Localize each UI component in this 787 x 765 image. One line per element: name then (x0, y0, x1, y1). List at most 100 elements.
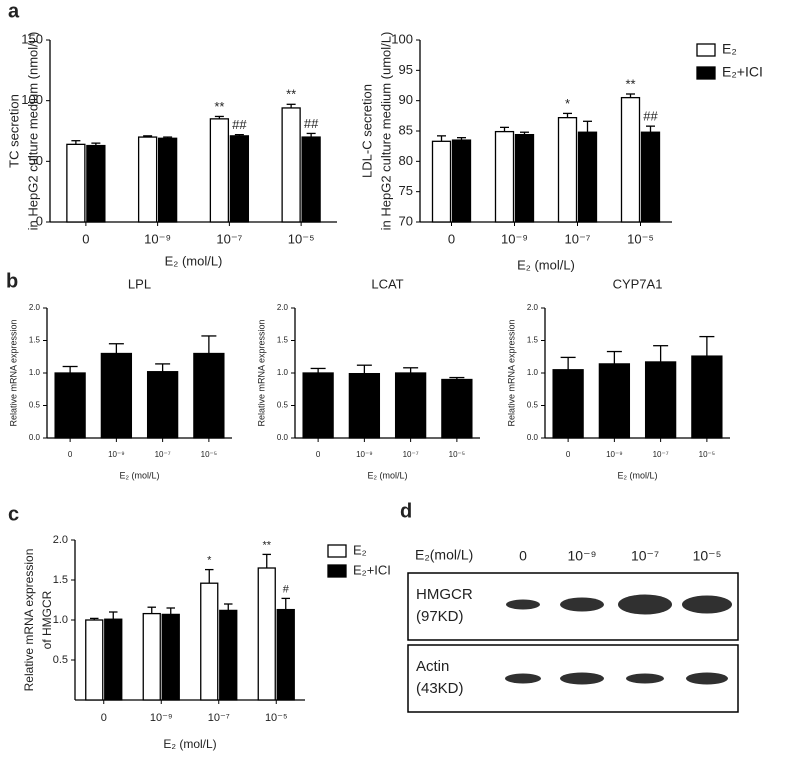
x-tick-label: 10⁻⁹ (150, 712, 173, 724)
bar (514, 133, 535, 223)
y-tick-label: 0.5 (53, 654, 68, 666)
chart-title: LPL (128, 276, 151, 291)
bar (557, 117, 578, 223)
x-axis-label: E₂ (mol/L) (120, 470, 160, 480)
bar (431, 140, 452, 223)
y-axis-label: LDL-C secretion (359, 84, 374, 178)
bar (209, 118, 230, 223)
bar (54, 372, 86, 439)
x-tick-label: 10⁻⁹ (144, 231, 171, 246)
x-tick-label: 10⁻⁵ (699, 450, 715, 459)
y-axis-label: Relative mRNA expression (22, 549, 36, 692)
band (618, 594, 672, 615)
y-axis-label: in HepG2 culture medium (umol/L) (378, 32, 393, 231)
x-tick-label: 0 (316, 450, 321, 459)
band (686, 672, 728, 685)
x-axis-label: E₂ (mol/L) (368, 470, 408, 480)
row-label: HMGCR (416, 586, 473, 603)
bar (66, 143, 86, 223)
y-tick-label: 1.5 (527, 336, 539, 345)
y-tick-label: 75 (399, 183, 413, 198)
x-tick-label: 0 (101, 712, 107, 724)
bar (494, 130, 515, 223)
legend-label: E₂ (722, 41, 737, 57)
x-tick-label: 10⁻⁷ (653, 450, 669, 459)
x-tick-label: 10⁻⁹ (606, 450, 623, 459)
panel-letter: b (6, 270, 18, 292)
significance-label: * (565, 96, 570, 111)
bar (620, 96, 641, 223)
y-tick-label: 0.5 (29, 401, 41, 410)
band (682, 595, 732, 614)
bar (157, 137, 178, 223)
y-tick-label: 1.0 (527, 368, 539, 377)
lane-label: 10⁻⁷ (631, 548, 659, 564)
significance-label: ** (262, 539, 271, 551)
lane-label: 10⁻⁵ (693, 548, 722, 564)
x-tick-label: 0 (448, 231, 455, 246)
x-tick-label: 10⁻⁷ (155, 450, 171, 459)
y-tick-label: 1.5 (53, 574, 68, 586)
y-tick-label: 0.0 (277, 433, 289, 442)
y-tick-label: 2.0 (29, 303, 41, 312)
x-tick-label: 10⁻⁹ (108, 450, 125, 459)
y-axis-label: Relative mRNA expression (256, 319, 266, 426)
bar (302, 372, 334, 439)
x-axis-label: E₂ (mol/L) (517, 257, 575, 272)
y-axis-label: in HepG2 culture medium (nmol/L) (25, 32, 40, 231)
legend-swatch (696, 66, 716, 80)
x-tick-label: 10⁻⁵ (265, 712, 288, 724)
bar (441, 378, 473, 439)
y-axis-label: Relative mRNA expression (8, 319, 18, 426)
y-tick-label: 1.0 (29, 368, 41, 377)
bar (142, 612, 161, 701)
bar (276, 608, 295, 701)
y-tick-label: 90 (399, 92, 413, 107)
x-tick-label: 10⁻⁵ (449, 450, 465, 459)
x-tick-label: 10⁻⁷ (208, 712, 230, 724)
x-axis-label: E₂ (mol/L) (165, 253, 223, 268)
x-axis-label: E₂ (mol/L) (163, 737, 216, 751)
bar (552, 369, 584, 439)
bar (301, 136, 321, 223)
bar (200, 582, 219, 701)
y-tick-label: 80 (399, 153, 413, 168)
y-tick-label: 0.5 (277, 401, 289, 410)
y-axis-label: TC secretion (6, 94, 21, 168)
bar (644, 361, 677, 439)
bar (640, 131, 661, 223)
bar (146, 371, 179, 439)
y-axis-label: of HMGCR (40, 590, 54, 649)
y-tick-label: 85 (399, 122, 413, 137)
bar (161, 613, 180, 701)
x-tick-label: 10⁻⁷ (216, 231, 242, 246)
bar (577, 131, 598, 223)
x-tick-label: 0 (82, 231, 89, 246)
x-tick-label: 10⁻⁵ (288, 231, 315, 246)
band (505, 673, 541, 684)
band (560, 597, 604, 612)
bar (598, 363, 631, 439)
y-tick-label: 150 (21, 31, 43, 46)
x-tick-label: 10⁻⁹ (501, 231, 528, 246)
y-tick-label: 0.0 (527, 433, 539, 442)
significance-label: ## (232, 117, 247, 132)
band (506, 599, 540, 610)
bar (281, 107, 301, 223)
chart-title: LCAT (371, 276, 403, 291)
legend-label: E₂ (353, 542, 367, 557)
significance-label: ## (304, 116, 319, 131)
row-label: Actin (416, 658, 449, 675)
legend-swatch (327, 544, 347, 558)
y-tick-label: 1.5 (29, 336, 41, 345)
x-tick-label: 0 (566, 450, 571, 459)
bar (104, 618, 123, 701)
legend-swatch (327, 564, 347, 578)
bar (219, 609, 238, 701)
x-tick-label: 10⁻⁷ (403, 450, 419, 459)
panel-letter: d (400, 500, 412, 522)
x-tick-label: 10⁻⁹ (356, 450, 373, 459)
lane-label: 0 (519, 548, 527, 564)
blot-header: E₂(mol/L) (415, 547, 473, 563)
